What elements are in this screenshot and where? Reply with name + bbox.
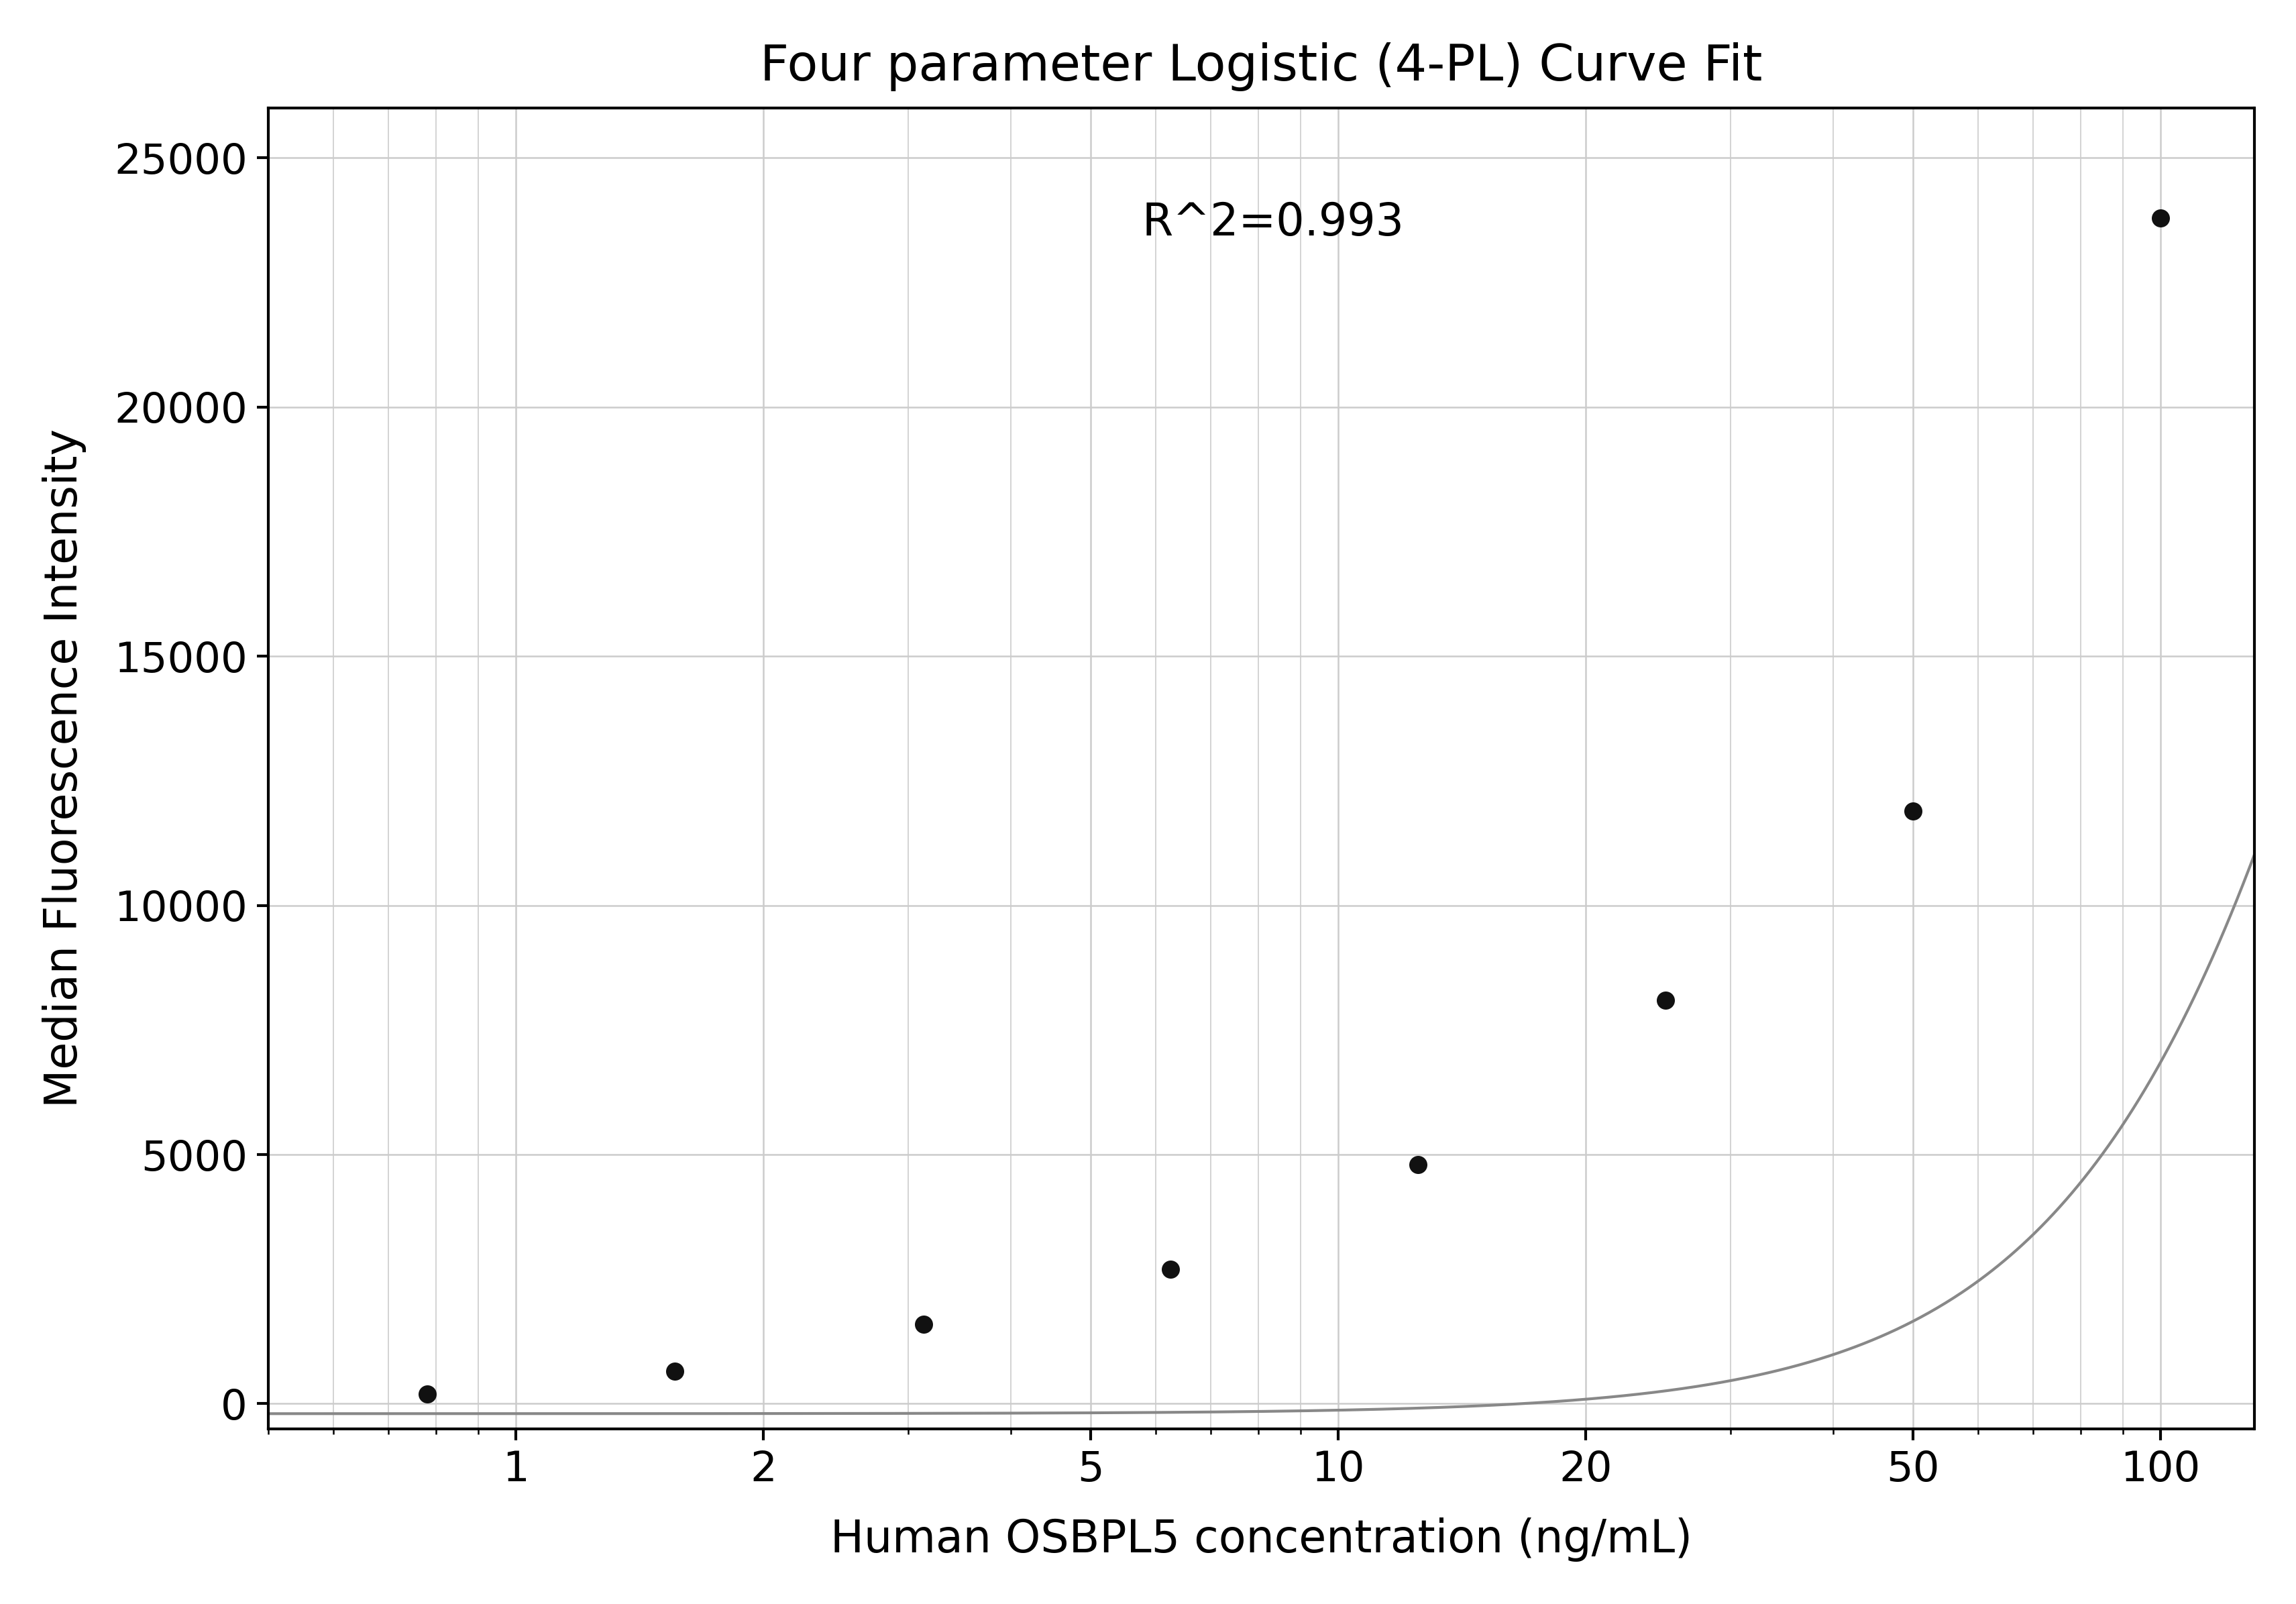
Point [1894,797,1931,823]
Y-axis label: Median Fluorescence Intensity: Median Fluorescence Intensity [41,428,87,1108]
Point [1646,986,1683,1012]
Point [409,1381,445,1407]
Point [2142,205,2179,231]
Point [1401,1152,1437,1177]
Point [905,1310,941,1336]
Point [657,1359,693,1384]
X-axis label: Human OSBPL5 concentration (ng/mL): Human OSBPL5 concentration (ng/mL) [831,1517,1692,1562]
Text: R^2=0.993: R^2=0.993 [1141,200,1405,245]
Title: Four parameter Logistic (4-PL) Curve Fit: Four parameter Logistic (4-PL) Curve Fit [760,42,1763,91]
Point [1153,1256,1189,1282]
